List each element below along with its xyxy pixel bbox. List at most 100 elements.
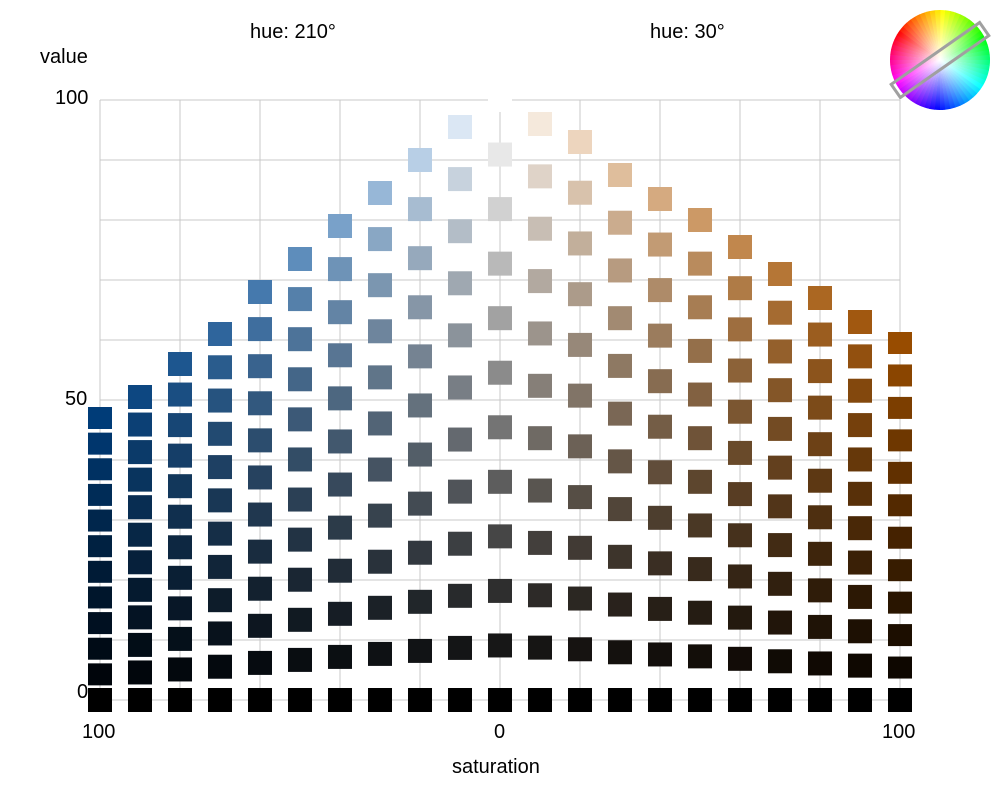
color-swatch	[448, 635, 472, 660]
color-swatch	[568, 434, 592, 459]
color-swatch	[648, 187, 672, 211]
color-swatch	[848, 688, 872, 712]
color-wheel-icon	[889, 10, 991, 111]
color-swatch	[168, 504, 192, 529]
color-swatch	[208, 421, 232, 446]
color-swatch	[288, 287, 312, 312]
color-swatch	[448, 479, 472, 504]
color-swatch	[488, 306, 512, 331]
color-swatch	[288, 688, 312, 712]
color-swatch	[328, 214, 352, 238]
color-swatch	[728, 317, 752, 342]
color-swatch	[208, 621, 232, 646]
color-swatch	[368, 365, 392, 390]
color-swatch	[568, 485, 592, 510]
color-swatch	[368, 688, 392, 712]
color-swatch	[768, 571, 792, 596]
color-swatch	[888, 624, 912, 647]
color-swatch	[888, 429, 912, 452]
color-swatch	[248, 391, 272, 416]
color-swatch	[408, 197, 432, 222]
color-swatch	[848, 413, 872, 438]
color-swatch	[128, 385, 152, 409]
color-swatch	[688, 557, 712, 582]
color-swatch	[688, 426, 712, 451]
color-swatch	[368, 503, 392, 528]
color-swatch	[608, 258, 632, 283]
color-swatch	[408, 344, 432, 369]
color-swatch	[168, 474, 192, 499]
wheel-center	[890, 10, 990, 110]
color-swatch	[888, 364, 912, 387]
color-swatch	[328, 386, 352, 411]
color-swatch	[728, 482, 752, 507]
color-swatch	[888, 656, 912, 679]
color-swatch	[88, 432, 112, 455]
color-swatch	[88, 612, 112, 635]
color-swatch	[608, 544, 632, 569]
hue-slice-marker	[889, 20, 991, 100]
color-swatch	[768, 533, 792, 558]
color-swatch	[248, 354, 272, 379]
color-swatch	[248, 576, 272, 601]
color-swatch	[888, 688, 912, 712]
color-swatch	[728, 276, 752, 301]
color-swatch	[288, 647, 312, 672]
color-swatch	[808, 322, 832, 347]
color-swatch	[88, 509, 112, 532]
color-swatch	[728, 646, 752, 671]
color-swatch	[568, 231, 592, 256]
hue-right-label: hue: 30°	[650, 21, 725, 43]
color-swatch	[288, 607, 312, 632]
color-swatch	[168, 688, 192, 712]
color-swatch	[688, 382, 712, 407]
color-swatch	[128, 660, 152, 685]
color-swatch	[208, 355, 232, 380]
color-swatch	[488, 197, 512, 222]
color-swatch	[688, 469, 712, 494]
color-swatch	[128, 550, 152, 575]
color-swatch	[88, 407, 112, 429]
color-swatch	[88, 560, 112, 583]
color-swatch	[608, 210, 632, 235]
color-swatch	[648, 551, 672, 576]
color-swatch	[568, 130, 592, 154]
color-swatch	[368, 595, 392, 620]
color-swatch	[328, 558, 352, 583]
color-swatch	[408, 638, 432, 663]
color-swatch	[248, 428, 272, 453]
color-swatch	[128, 577, 152, 602]
color-swatch	[448, 115, 472, 139]
color-swatch	[288, 487, 312, 512]
color-swatch	[328, 343, 352, 368]
color-swatch	[488, 688, 512, 712]
color-swatch	[568, 586, 592, 611]
color-swatch	[128, 688, 152, 712]
color-swatch	[288, 407, 312, 432]
value-tick-0: 0	[77, 681, 89, 703]
saturation-axis-label: saturation	[452, 756, 540, 778]
color-swatch	[448, 271, 472, 296]
color-swatch	[248, 688, 272, 712]
color-swatch	[128, 522, 152, 547]
color-swatch	[448, 219, 472, 244]
color-swatch	[448, 323, 472, 348]
color-swatch	[808, 541, 832, 566]
color-swatch	[208, 588, 232, 613]
color-swatch	[808, 468, 832, 493]
color-swatch	[488, 578, 512, 603]
color-swatch	[288, 447, 312, 472]
color-swatch	[888, 396, 912, 419]
color-swatch	[168, 565, 192, 590]
color-swatch	[168, 626, 192, 651]
color-swatch	[768, 339, 792, 364]
color-swatch	[168, 535, 192, 560]
color-swatch	[168, 382, 192, 407]
color-swatch	[608, 401, 632, 426]
color-swatch	[208, 688, 232, 712]
color-swatch	[888, 526, 912, 549]
color-swatch	[768, 416, 792, 441]
color-swatch	[248, 502, 272, 527]
color-swatch	[808, 505, 832, 530]
